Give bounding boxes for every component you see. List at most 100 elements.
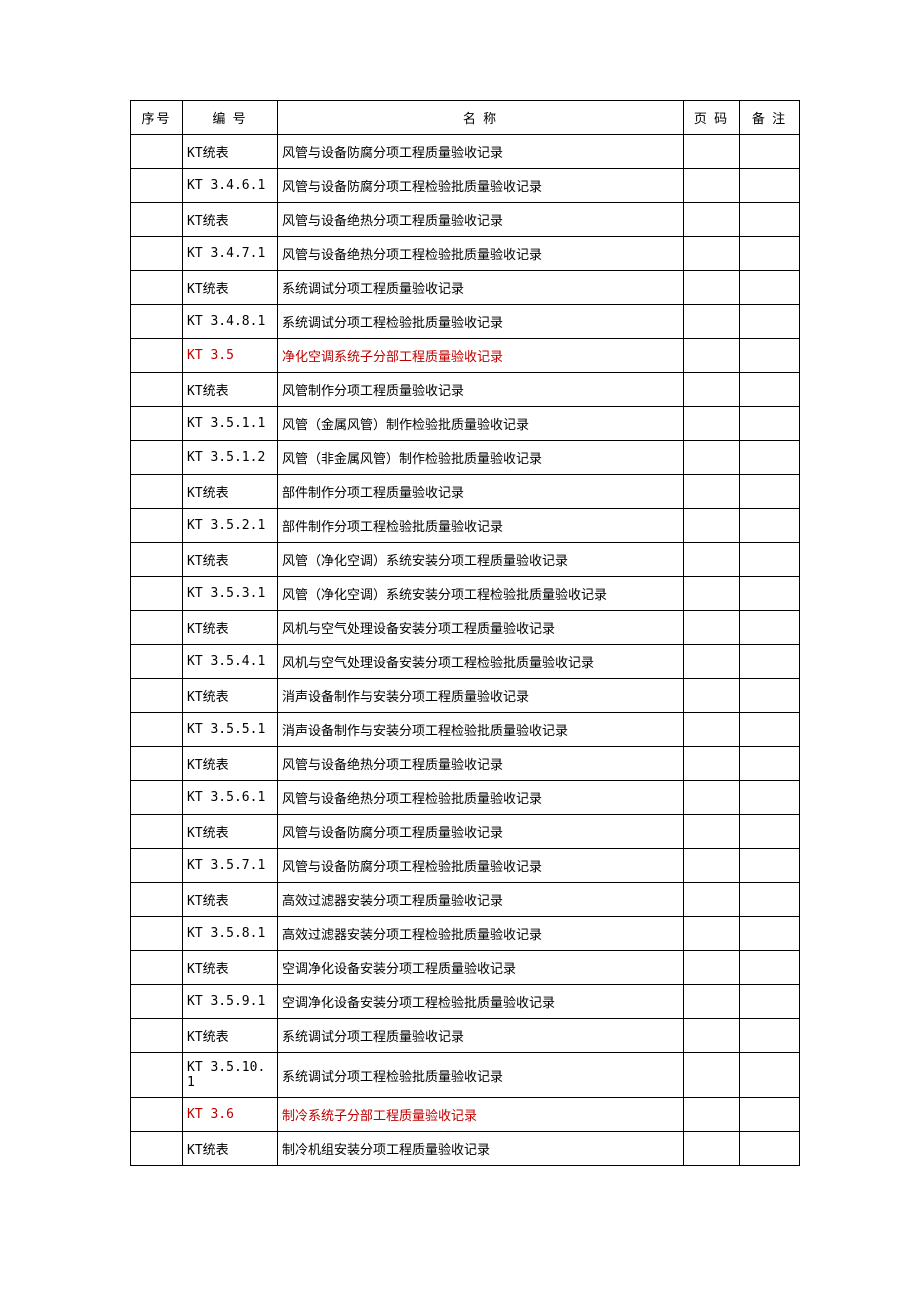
cell-seq bbox=[131, 883, 183, 917]
cell-page bbox=[684, 917, 740, 951]
cell-note bbox=[740, 815, 800, 849]
cell-note bbox=[740, 781, 800, 815]
cell-name: 风管（非金属风管）制作检验批质量验收记录 bbox=[278, 441, 684, 475]
cell-name: 系统调试分项工程质量验收记录 bbox=[278, 1019, 684, 1053]
cell-note bbox=[740, 611, 800, 645]
cell-page bbox=[684, 135, 740, 169]
cell-name: 风管与设备防腐分项工程检验批质量验收记录 bbox=[278, 169, 684, 203]
cell-name: 制冷机组安装分项工程质量验收记录 bbox=[278, 1132, 684, 1166]
table-row: KT统表风管（净化空调）系统安装分项工程质量验收记录 bbox=[131, 543, 800, 577]
cell-page bbox=[684, 373, 740, 407]
cell-code: KT统表 bbox=[183, 373, 278, 407]
cell-note bbox=[740, 917, 800, 951]
cell-page bbox=[684, 577, 740, 611]
cell-page bbox=[684, 883, 740, 917]
cell-seq bbox=[131, 271, 183, 305]
cell-code: KT统表 bbox=[183, 815, 278, 849]
cell-name: 风管与设备绝热分项工程检验批质量验收记录 bbox=[278, 237, 684, 271]
cell-name: 风管与设备防腐分项工程检验批质量验收记录 bbox=[278, 849, 684, 883]
cell-note bbox=[740, 441, 800, 475]
cell-page bbox=[684, 305, 740, 339]
table-row: KT统表高效过滤器安装分项工程质量验收记录 bbox=[131, 883, 800, 917]
table-row: KT 3.5.2.1部件制作分项工程检验批质量验收记录 bbox=[131, 509, 800, 543]
cell-code: KT 3.5.8.1 bbox=[183, 917, 278, 951]
cell-note bbox=[740, 577, 800, 611]
cell-seq bbox=[131, 509, 183, 543]
cell-name: 部件制作分项工程质量验收记录 bbox=[278, 475, 684, 509]
cell-page bbox=[684, 679, 740, 713]
table-row: KT统表部件制作分项工程质量验收记录 bbox=[131, 475, 800, 509]
cell-code: KT统表 bbox=[183, 1132, 278, 1166]
cell-seq bbox=[131, 577, 183, 611]
cell-code: KT 3.5.2.1 bbox=[183, 509, 278, 543]
table-row: KT 3.4.8.1系统调试分项工程检验批质量验收记录 bbox=[131, 305, 800, 339]
cell-page bbox=[684, 849, 740, 883]
cell-page bbox=[684, 1098, 740, 1132]
table-row: KT统表系统调试分项工程质量验收记录 bbox=[131, 1019, 800, 1053]
cell-code: KT 3.5.5.1 bbox=[183, 713, 278, 747]
cell-name: 消声设备制作与安装分项工程质量验收记录 bbox=[278, 679, 684, 713]
cell-name: 高效过滤器安装分项工程质量验收记录 bbox=[278, 883, 684, 917]
cell-name: 风管与设备防腐分项工程质量验收记录 bbox=[278, 135, 684, 169]
cell-page bbox=[684, 407, 740, 441]
cell-code: KT统表 bbox=[183, 475, 278, 509]
cell-name: 风机与空气处理设备安装分项工程检验批质量验收记录 bbox=[278, 645, 684, 679]
cell-note bbox=[740, 645, 800, 679]
cell-seq bbox=[131, 1098, 183, 1132]
cell-seq bbox=[131, 339, 183, 373]
cell-seq bbox=[131, 815, 183, 849]
cell-seq bbox=[131, 849, 183, 883]
cell-page bbox=[684, 203, 740, 237]
table-row: KT统表风管制作分项工程质量验收记录 bbox=[131, 373, 800, 407]
cell-seq bbox=[131, 781, 183, 815]
header-seq: 序号 bbox=[131, 101, 183, 135]
cell-seq bbox=[131, 305, 183, 339]
cell-name: 风管与设备防腐分项工程质量验收记录 bbox=[278, 815, 684, 849]
cell-name: 系统调试分项工程检验批质量验收记录 bbox=[278, 305, 684, 339]
cell-name: 风管（金属风管）制作检验批质量验收记录 bbox=[278, 407, 684, 441]
cell-name: 高效过滤器安装分项工程检验批质量验收记录 bbox=[278, 917, 684, 951]
cell-code: KT统表 bbox=[183, 883, 278, 917]
index-table: 序号 编 号 名 称 页 码 备 注 KT统表风管与设备防腐分项工程质量验收记录… bbox=[130, 100, 800, 1166]
header-note: 备 注 bbox=[740, 101, 800, 135]
cell-seq bbox=[131, 169, 183, 203]
cell-name: 部件制作分项工程检验批质量验收记录 bbox=[278, 509, 684, 543]
cell-name: 风管与设备绝热分项工程质量验收记录 bbox=[278, 203, 684, 237]
cell-note bbox=[740, 203, 800, 237]
cell-code: KT 3.5.1.1 bbox=[183, 407, 278, 441]
cell-seq bbox=[131, 917, 183, 951]
table-row: KT 3.5.8.1高效过滤器安装分项工程检验批质量验收记录 bbox=[131, 917, 800, 951]
cell-page bbox=[684, 543, 740, 577]
cell-seq bbox=[131, 441, 183, 475]
cell-name: 系统调试分项工程质量验收记录 bbox=[278, 271, 684, 305]
cell-code: KT 3.6 bbox=[183, 1098, 278, 1132]
cell-note bbox=[740, 1098, 800, 1132]
cell-name: 消声设备制作与安装分项工程检验批质量验收记录 bbox=[278, 713, 684, 747]
cell-page bbox=[684, 1019, 740, 1053]
cell-note bbox=[740, 679, 800, 713]
cell-note bbox=[740, 271, 800, 305]
cell-note bbox=[740, 543, 800, 577]
table-row: KT 3.5.10.1系统调试分项工程检验批质量验收记录 bbox=[131, 1053, 800, 1098]
cell-code: KT 3.5.6.1 bbox=[183, 781, 278, 815]
table-row: KT统表风管与设备防腐分项工程质量验收记录 bbox=[131, 135, 800, 169]
cell-seq bbox=[131, 135, 183, 169]
cell-page bbox=[684, 645, 740, 679]
cell-code: KT 3.5.4.1 bbox=[183, 645, 278, 679]
cell-note bbox=[740, 509, 800, 543]
cell-name: 空调净化设备安装分项工程质量验收记录 bbox=[278, 951, 684, 985]
cell-name: 风管与设备绝热分项工程检验批质量验收记录 bbox=[278, 781, 684, 815]
cell-code: KT 3.4.6.1 bbox=[183, 169, 278, 203]
table-row: KT 3.5.4.1风机与空气处理设备安装分项工程检验批质量验收记录 bbox=[131, 645, 800, 679]
cell-code: KT统表 bbox=[183, 135, 278, 169]
header-code: 编 号 bbox=[183, 101, 278, 135]
table-body: KT统表风管与设备防腐分项工程质量验收记录KT 3.4.6.1风管与设备防腐分项… bbox=[131, 135, 800, 1166]
cell-seq bbox=[131, 611, 183, 645]
cell-name: 风管（净化空调）系统安装分项工程质量验收记录 bbox=[278, 543, 684, 577]
cell-code: KT统表 bbox=[183, 951, 278, 985]
cell-page bbox=[684, 339, 740, 373]
cell-name: 风管与设备绝热分项工程质量验收记录 bbox=[278, 747, 684, 781]
cell-name: 风管（净化空调）系统安装分项工程检验批质量验收记录 bbox=[278, 577, 684, 611]
cell-page bbox=[684, 951, 740, 985]
cell-code: KT 3.5.10.1 bbox=[183, 1053, 278, 1098]
